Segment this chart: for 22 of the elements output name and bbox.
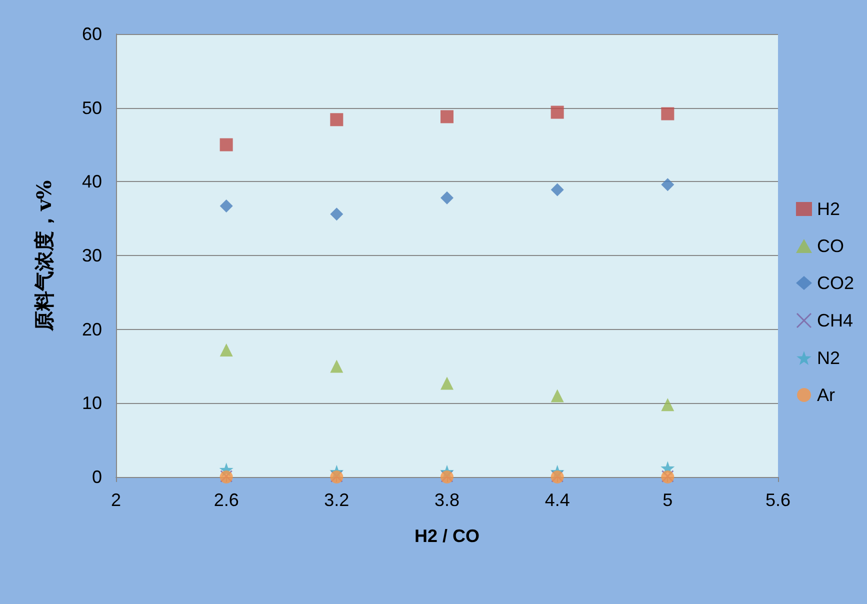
- legend-label: CH4: [816, 310, 854, 330]
- legend-label: H2: [816, 199, 840, 219]
- y-tick-label: 60: [82, 24, 102, 44]
- x-tick-label: 3.8: [434, 490, 460, 510]
- x-tick-label: 2: [110, 490, 122, 510]
- y-tick-label: 10: [82, 393, 102, 414]
- x-tick-label: 3.2: [324, 490, 350, 510]
- x-tick-label: 2.6: [214, 490, 239, 510]
- legend-label: CO: [816, 236, 844, 256]
- legend-label: CO2: [816, 273, 854, 293]
- x-tick-label: 5: [662, 490, 673, 510]
- y-tick-label: 30: [82, 246, 102, 266]
- legend-label: Ar: [816, 385, 835, 405]
- x-axis-title: H2 / CO: [414, 526, 480, 546]
- legend-label: N2: [816, 348, 840, 368]
- y-tick-label: 20: [82, 319, 102, 340]
- y-axis-title: 原料气浓度，v%: [32, 180, 56, 332]
- y-tick-label: 50: [82, 98, 102, 118]
- x-tick-label: 5.6: [765, 490, 791, 510]
- y-tick-label: 40: [82, 172, 102, 192]
- x-tick-label: 4.4: [544, 490, 570, 510]
- y-tick-label: 0: [92, 467, 102, 487]
